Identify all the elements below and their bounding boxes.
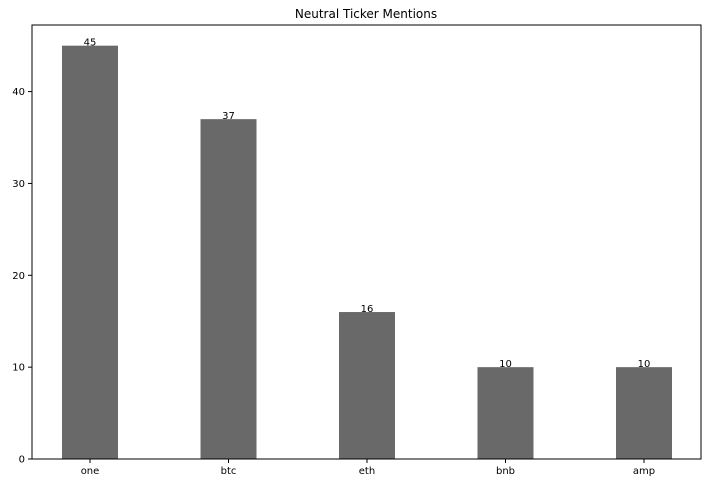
data-label-one: 45 [84, 38, 97, 49]
x-tick-label-bnb: bnb [496, 466, 515, 477]
x-tick-label-btc: btc [221, 466, 237, 477]
data-label-bnb: 10 [499, 359, 512, 370]
x-tick-label-amp: amp [633, 466, 655, 477]
y-tick-label-20: 20 [12, 271, 25, 282]
bar-btc [200, 119, 257, 460]
y-tick-label-10: 10 [12, 363, 25, 374]
chart-title: Neutral Ticker Mentions [295, 7, 437, 21]
bar-eth [339, 312, 395, 459]
bar-bnb [477, 367, 534, 459]
data-label-amp: 10 [638, 359, 651, 370]
data-label-eth: 16 [361, 304, 374, 315]
data-label-btc: 37 [222, 111, 235, 122]
x-tick-label-one: one [81, 466, 100, 477]
bars-layer [62, 45, 672, 460]
y-axis: 0 10 20 30 40 [12, 87, 32, 466]
y-tick-label-0: 0 [19, 455, 25, 466]
x-tick-label-eth: eth [359, 466, 375, 477]
data-labels-layer: 45 37 16 10 10 [84, 38, 651, 370]
bar-amp [616, 367, 672, 459]
plot-frame [31, 24, 702, 460]
bar-one [62, 45, 118, 460]
x-axis: one btc eth bnb amp [81, 459, 655, 477]
y-tick-label-40: 40 [12, 87, 25, 98]
y-tick-label-30: 30 [12, 179, 25, 190]
